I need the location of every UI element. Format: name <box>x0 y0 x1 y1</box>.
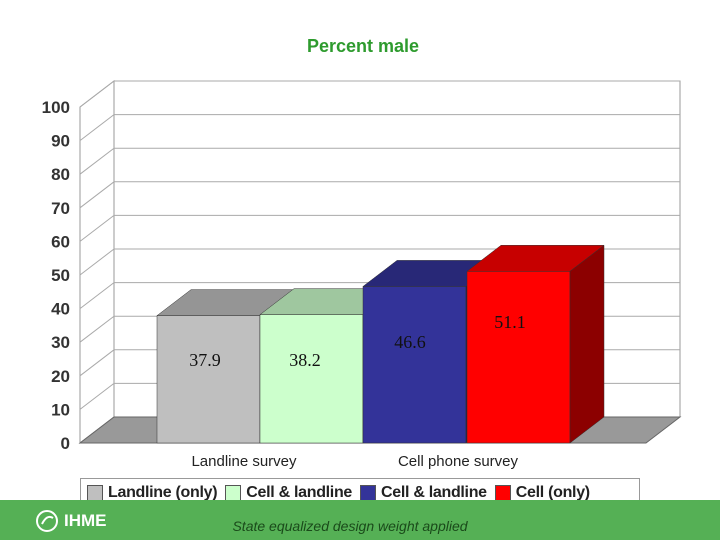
y-tick-label: 90 <box>51 132 70 151</box>
y-tick-label: 80 <box>51 165 70 184</box>
x-category-label: Cell phone survey <box>398 453 519 470</box>
globe-icon <box>36 510 58 532</box>
legend-item: Landline (only) <box>87 484 218 502</box>
legend-label: Cell & landline <box>246 484 353 501</box>
footnote: State equalized design weight applied <box>232 518 468 534</box>
gridline <box>79 248 680 276</box>
gridline <box>79 181 680 209</box>
legend-swatch <box>360 485 377 501</box>
gridline <box>79 147 680 175</box>
y-tick-label: 70 <box>51 199 70 218</box>
legend-label: Cell (only) <box>515 484 590 501</box>
legend-label: Cell & landline <box>381 484 487 501</box>
data-label: 46.6 <box>394 332 426 352</box>
data-label: 51.1 <box>494 312 526 332</box>
y-tick-label: 10 <box>51 400 70 419</box>
legend-label: Landline (only) <box>108 484 218 501</box>
bar <box>156 315 261 444</box>
bar <box>466 271 571 444</box>
legend-item: Cell & landline <box>360 484 487 502</box>
footer-bar <box>0 500 720 540</box>
legend-item: Cell & landline <box>225 484 352 502</box>
data-label: 38.2 <box>289 350 321 370</box>
bar-side <box>569 244 605 444</box>
gridline <box>79 114 680 141</box>
y-tick-label: 0 <box>61 434 70 453</box>
y-tick-label: 50 <box>51 266 70 285</box>
y-tick-label: 60 <box>51 232 70 251</box>
logo-text: IHME <box>64 511 107 530</box>
ihme-logo: IHME <box>36 510 107 532</box>
y-tick-label: 30 <box>51 333 70 352</box>
y-tick-label: 40 <box>51 300 70 319</box>
gridline <box>79 214 680 242</box>
y-tick-label: 20 <box>51 367 70 386</box>
gridline <box>79 80 680 108</box>
x-category-label: Landline survey <box>191 453 297 470</box>
data-label: 37.9 <box>189 350 221 370</box>
bar <box>362 286 467 444</box>
legend-swatch <box>87 485 103 501</box>
chart-title: Percent male <box>306 36 420 56</box>
legend-swatch <box>494 485 511 501</box>
legend-item: Cell (only) <box>494 484 590 502</box>
bar <box>259 314 364 444</box>
legend-swatch <box>225 485 242 501</box>
y-tick-label: 100 <box>42 98 70 117</box>
